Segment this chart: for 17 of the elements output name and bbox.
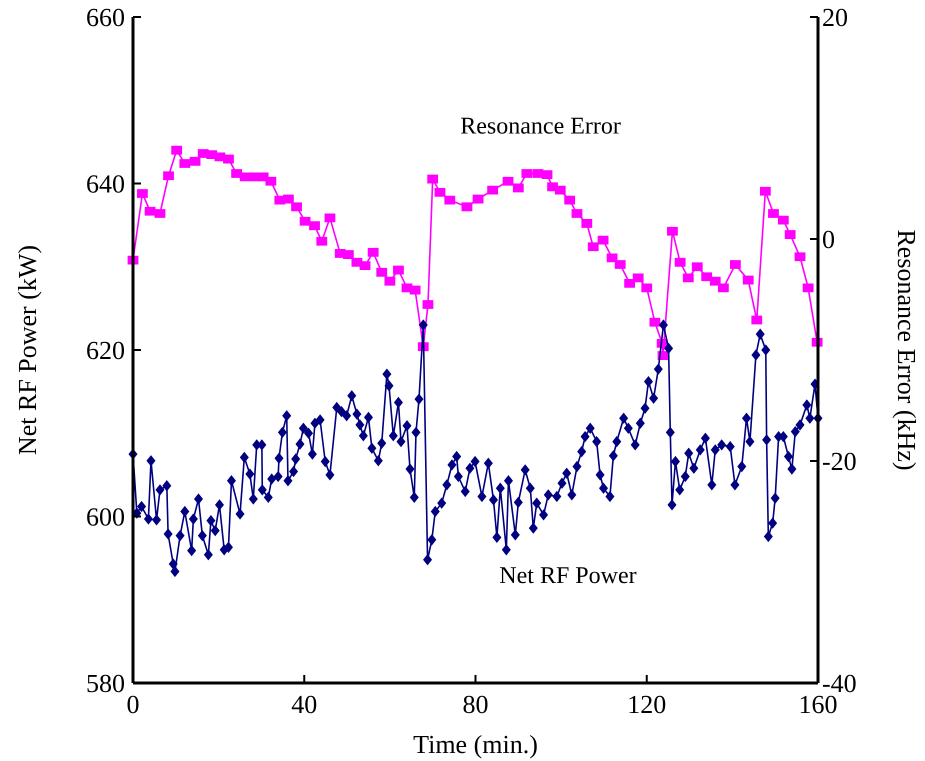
x-axis-title: Time (min.)	[413, 730, 538, 759]
y2-axis-title: Resonance Error (kHz)	[892, 229, 921, 471]
y-tick-label: 600	[86, 502, 125, 532]
y2-tick-label: 0	[822, 225, 835, 254]
y-tick-label: 580	[86, 669, 125, 698]
x-tick-label: 40	[291, 690, 318, 719]
series-label: Resonance Error	[460, 114, 621, 140]
y-tick-label: 660	[86, 3, 125, 32]
y-tick-label: 640	[86, 170, 125, 199]
y2-tick-label: 20	[822, 3, 848, 32]
series-label: Net RF Power	[499, 563, 637, 590]
y-tick-label: 620	[86, 336, 125, 366]
x-tick-label: 80	[462, 690, 488, 719]
x-tick-label: 120	[627, 690, 666, 719]
y2-tick-label: -20	[822, 447, 857, 476]
x-tick-label: 0	[126, 690, 140, 719]
y-axis-title: Net RF Power (kW)	[13, 244, 42, 456]
